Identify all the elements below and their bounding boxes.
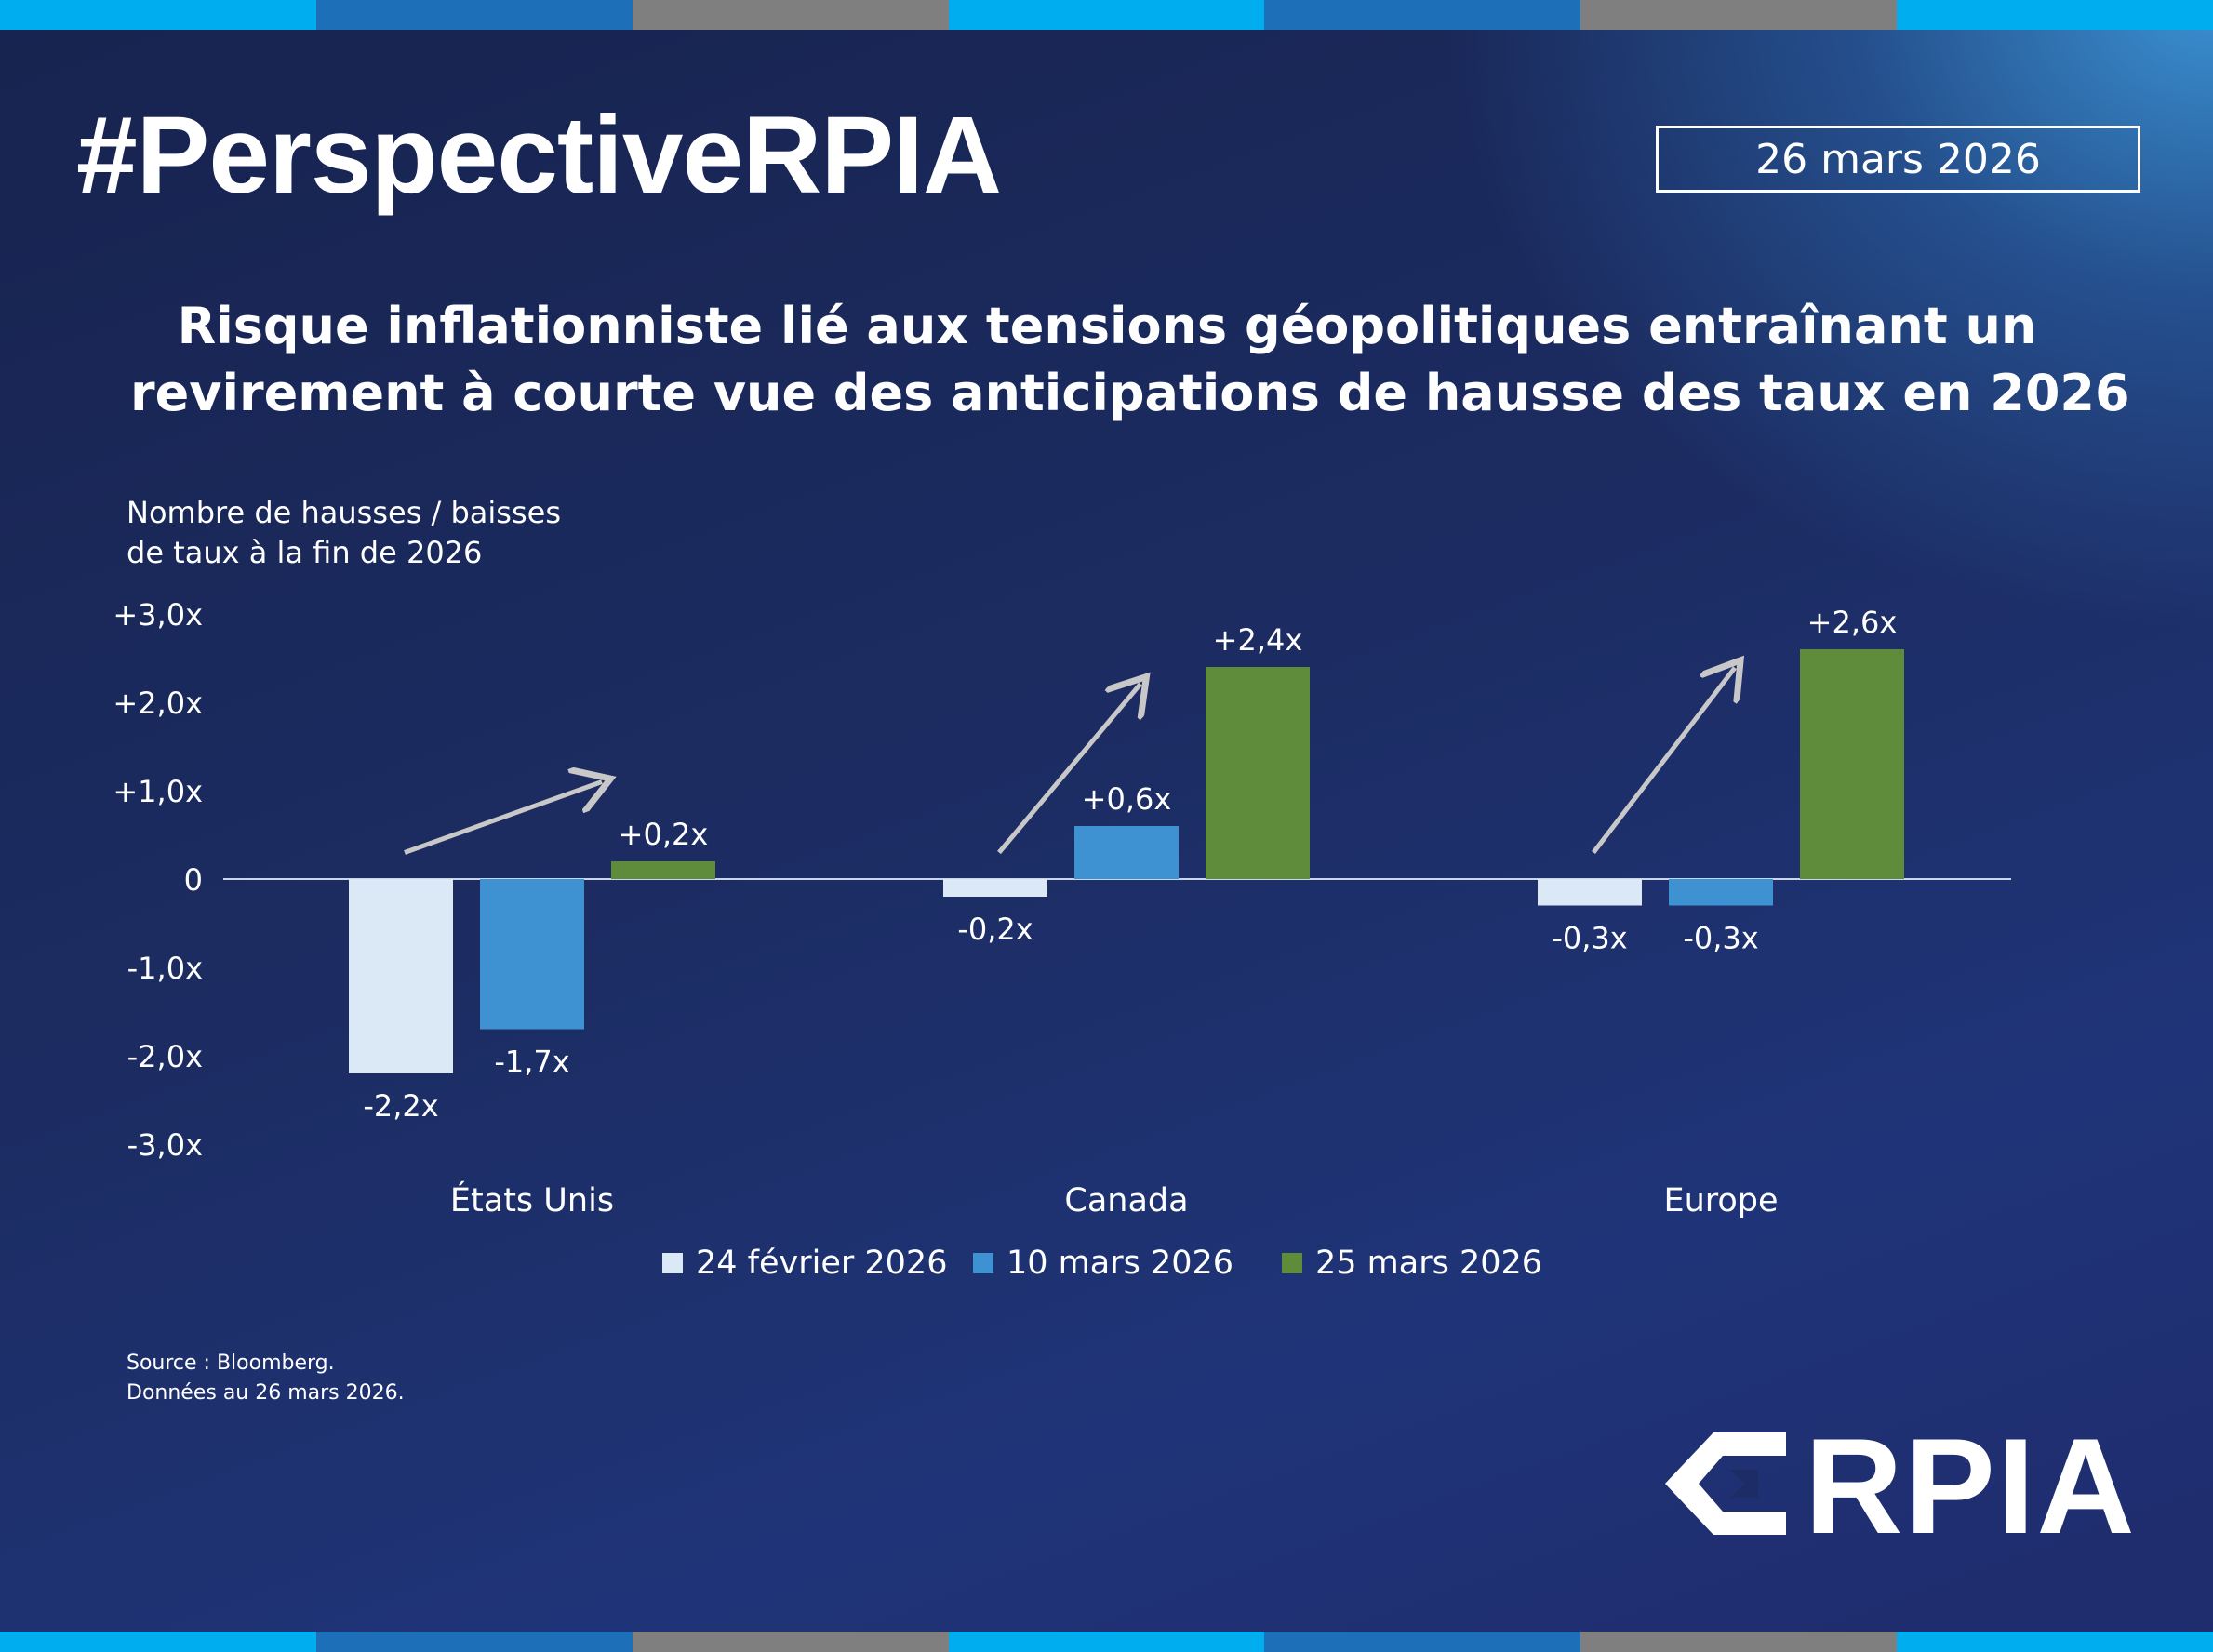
bar-value-label: -1,7x: [494, 1045, 569, 1080]
source-line-1: Source : Bloomberg.: [127, 1352, 335, 1375]
source-note: Source : Bloomberg. Données au 26 mars 2…: [127, 1349, 405, 1408]
category-label: États Unis: [450, 1180, 614, 1219]
stripe-segment: [632, 1632, 949, 1652]
y-tick-label: +2,0x: [113, 686, 203, 721]
bar-value-label: -0,3x: [1552, 921, 1627, 956]
chart-title-line-2: revirement à courte vue des anticipation…: [130, 364, 2130, 422]
legend-swatch: [1282, 1253, 1302, 1273]
stripe-segment: [1580, 1632, 1898, 1652]
legend-label: 24 février 2026: [696, 1245, 948, 1282]
legend-label: 25 mars 2026: [1315, 1245, 1543, 1282]
bar-value-label: -0,3x: [1683, 921, 1758, 956]
bar-3: [611, 861, 715, 879]
bar-3: [1800, 649, 1904, 879]
bar-value-label: +0,6x: [1082, 781, 1172, 817]
y-tick-label: +1,0x: [113, 774, 203, 809]
stripe-segment: [0, 0, 316, 30]
rpia-logo: RPIA: [1656, 1419, 2140, 1554]
stripe-segment: [1580, 0, 1898, 30]
stripe-segment: [315, 1632, 633, 1652]
y-tick-label: -3,0x: [127, 1127, 203, 1163]
y-tick-label: +3,0x: [113, 597, 203, 633]
y-tick-label: 0: [184, 862, 203, 898]
stripe-segment: [0, 1632, 316, 1652]
legend-swatch: [662, 1253, 683, 1273]
category-label: Canada: [1064, 1182, 1188, 1219]
stripe-segment: [632, 0, 949, 30]
chart-legend: 24 février 2026 10 mars 2026 25 mars 2026: [0, 1245, 2213, 1286]
bar-value-label: -0,2x: [957, 912, 1033, 947]
legend-item: 10 mars 2026: [973, 1245, 1233, 1282]
bar-2: [1669, 879, 1773, 906]
y-tick-label: -1,0x: [127, 951, 203, 986]
bar-1: [943, 879, 1047, 897]
bar-value-label: +0,2x: [619, 817, 709, 852]
hashtag-title: #PerspectiveRPIA: [76, 94, 1002, 217]
bar-2: [1074, 826, 1179, 879]
y-tick-label: -2,0x: [127, 1039, 203, 1074]
trend-arrow: [1592, 668, 1735, 855]
y-axis-label: de taux à la fin de 2026: [127, 535, 482, 570]
stripe-segment: [948, 1632, 1265, 1652]
stripe-segment: [1897, 1632, 2213, 1652]
stripe-segment: [1264, 0, 1581, 30]
bar-value-label: -2,2x: [363, 1088, 438, 1124]
bar-2: [480, 879, 584, 1030]
stripe-segment: [315, 0, 633, 30]
trend-arrow: [404, 782, 602, 855]
top-color-stripe: [0, 0, 2213, 30]
stripe-segment: [948, 0, 1265, 30]
legend-label: 10 mars 2026: [1007, 1245, 1234, 1282]
chart-title: Risque inflationniste lié aux tensions g…: [130, 293, 2130, 427]
rpia-logo-mark-icon: [1665, 1432, 1786, 1535]
legend-item: 24 février 2026: [662, 1245, 947, 1282]
category-label: Europe: [1663, 1182, 1778, 1219]
bar-value-label: +2,4x: [1213, 622, 1303, 658]
bar-1: [1538, 879, 1642, 906]
stripe-segment: [1897, 0, 2213, 30]
source-line-2: Données au 26 mars 2026.: [127, 1381, 405, 1405]
chart-title-line-1: Risque inflationniste lié aux tensions g…: [177, 297, 2037, 355]
y-axis-label: Nombre de hausses / baisses: [127, 495, 561, 530]
bar-1: [349, 879, 453, 1073]
bottom-color-stripe: [0, 1632, 2213, 1652]
bar-3: [1206, 667, 1310, 879]
trend-arrow: [997, 684, 1140, 855]
rpia-logo-text: RPIA: [1805, 1410, 2137, 1562]
date-badge: 26 mars 2026: [1656, 126, 2140, 193]
bar-value-label: +2,6x: [1807, 605, 1898, 640]
legend-item: 25 mars 2026: [1282, 1245, 1542, 1282]
stripe-segment: [1264, 1632, 1581, 1652]
legend-swatch: [973, 1253, 993, 1273]
